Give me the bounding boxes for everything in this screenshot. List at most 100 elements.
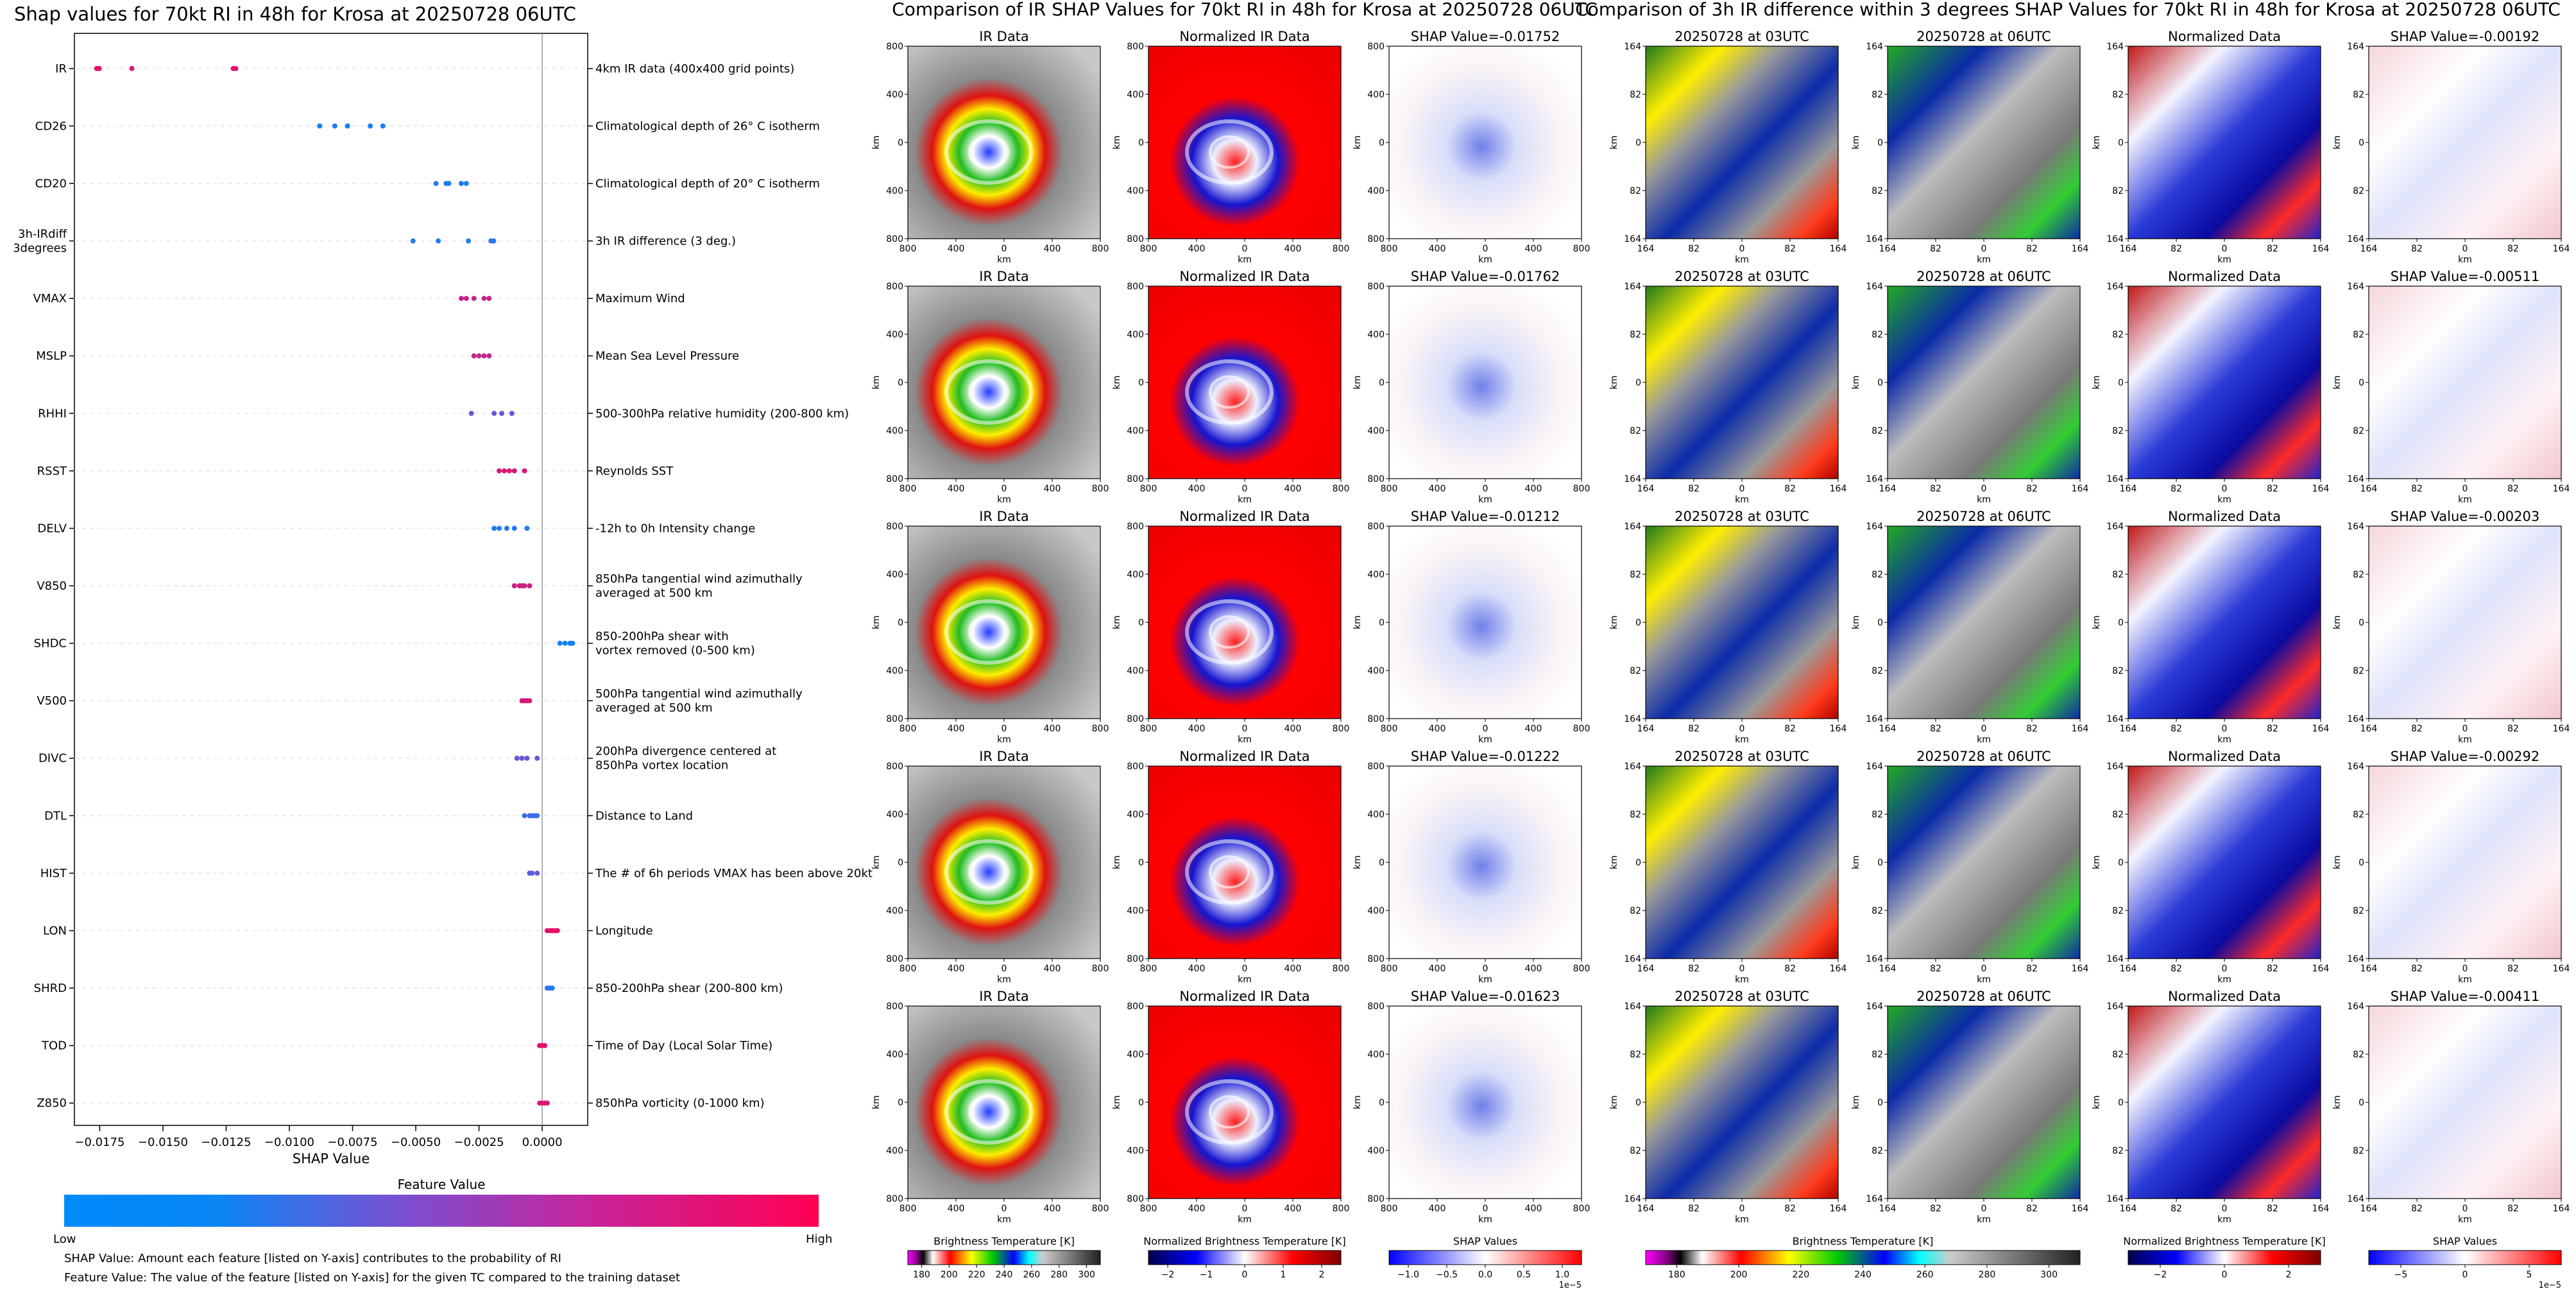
y-tick-label: 0: [1635, 618, 1641, 628]
y-tick-label: 164: [2106, 42, 2124, 52]
feature-description-label: Longitude: [595, 924, 653, 937]
y-tick-label: 800: [886, 522, 903, 532]
x-tick-label: 400: [1188, 484, 1206, 494]
x-axis-label: km: [1478, 255, 1492, 265]
feature-name-labels: IR CD26 CD20 3h-IRdiff 3degrees VMAX MSLP RHHI R…: [13, 62, 74, 1110]
y-tick-label: 0: [2358, 618, 2364, 628]
colorbar: Normalized Brightness Temperature [K] −2 0…: [2123, 1235, 2326, 1280]
colorbar-strip: [1388, 1250, 1582, 1265]
shap-point: [544, 1100, 550, 1106]
y-axis-label: km: [1851, 855, 1861, 869]
y-axis-label: km: [2332, 855, 2342, 869]
x-tick-label: 400: [1525, 1204, 1542, 1214]
x-axis-label: km: [997, 1215, 1011, 1225]
panel-title: 20250728 at 03UTC: [1675, 509, 1809, 524]
x-tick-label: 164: [2120, 724, 2137, 734]
y-tick-label: 164: [1866, 282, 1883, 292]
panel-title: SHAP Value=-0.00292: [2391, 749, 2540, 764]
y-tick-label: 0: [898, 138, 903, 148]
feature-name-label: SHRD: [34, 982, 67, 995]
x-tick-label: 400: [948, 1204, 965, 1214]
panel-title: SHAP Value=-0.00511: [2391, 269, 2540, 284]
y-tick-label: 400: [1127, 186, 1144, 196]
y-axis-label: km: [1352, 135, 1363, 149]
y-axis-label: km: [1609, 135, 1619, 149]
y-axis-label: km: [1112, 1095, 1122, 1109]
x-axis-label: km: [997, 495, 1011, 505]
colorbar-label: SHAP Values: [1453, 1235, 1517, 1247]
y-tick-label: 0: [1877, 138, 1883, 148]
colorbar: Brightness Temperature [K] 180 200 220 240 26…: [907, 1235, 1101, 1280]
panel-title: 20250728 at 03UTC: [1675, 269, 1809, 284]
x-tick-label: 800: [1140, 484, 1157, 494]
y-tick-label: 82: [2112, 330, 2124, 340]
shap-point: [332, 123, 337, 129]
x-tick-label: 164: [2553, 484, 2570, 494]
y-tick-label: 164: [1866, 42, 1883, 52]
feature-name-label: V500: [37, 694, 67, 708]
y-tick-label: 82: [1872, 666, 1883, 676]
x-tick-label: 400: [1188, 724, 1206, 734]
y-tick-label: 800: [1127, 762, 1144, 772]
feature-name-label: Z850: [37, 1097, 67, 1110]
x-tick-label: 164: [1830, 484, 1847, 494]
image-panel: SHAP Value=-0.00411164164828200828216416…: [2332, 989, 2570, 1225]
colorbar-strip: [2128, 1250, 2321, 1265]
y-tick-label: 0: [1138, 618, 1144, 628]
y-axis-label: km: [1112, 135, 1122, 149]
x-tick-label: 800: [900, 1204, 917, 1214]
y-tick-label: 800: [1127, 1194, 1144, 1204]
shap-point: [410, 238, 416, 244]
y-tick-label: 164: [2347, 234, 2364, 244]
y-tick-label: 164: [1624, 42, 1641, 52]
colorbar-label: Brightness Temperature [K]: [1793, 1235, 1934, 1247]
colorbar-tick-label: 200: [1730, 1270, 1748, 1280]
y-tick-label: 82: [2112, 426, 2124, 436]
feature-name-label: DTL: [44, 809, 67, 823]
x-axis-label: km: [2458, 975, 2472, 985]
feature-description-label: The # of 6h periods VMAX has been above …: [595, 867, 873, 880]
y-axis-label: km: [2092, 375, 2102, 389]
x-tick-label: 0: [1002, 1204, 1007, 1214]
panel-image: [1888, 526, 2080, 719]
y-tick-label: 0: [1379, 378, 1385, 388]
x-axis-label: km: [1735, 735, 1749, 745]
x-tick-label: 82: [1784, 964, 1796, 974]
y-axis-label: km: [1112, 375, 1122, 389]
x-tick-label: 400: [1429, 484, 1446, 494]
y-tick-label: 82: [2112, 1050, 2124, 1060]
shap-point: [511, 583, 517, 588]
y-axis-label: km: [871, 1095, 882, 1109]
x-tick-label: −0.0150: [138, 1136, 188, 1149]
x-tick-label: 82: [2507, 244, 2519, 254]
y-tick-label: 82: [2353, 570, 2364, 580]
feature-name-label: CD26: [35, 119, 67, 133]
panel-title: IR Data: [979, 749, 1029, 764]
x-axis-label: km: [1735, 975, 1749, 985]
x-tick-label: 400: [1525, 964, 1542, 974]
colorbar-tick-label: 0: [2462, 1270, 2468, 1280]
colorbar-tick-label: 1: [1281, 1270, 1286, 1280]
colorbar-tick-label: −0.5: [1436, 1270, 1458, 1280]
x-tick-label: 0: [2462, 244, 2468, 254]
feature-description-label: 4km IR data (400x400 grid points): [595, 62, 794, 76]
y-tick-label: 164: [2347, 1194, 2364, 1204]
shap-point: [511, 525, 517, 531]
y-axis-label: km: [1851, 135, 1861, 149]
y-tick-label: 82: [2353, 1050, 2364, 1060]
y-tick-label: 82: [2112, 1146, 2124, 1156]
x-tick-label: 164: [1830, 1204, 1847, 1214]
x-tick-label: 400: [1429, 724, 1446, 734]
x-tick-label: 400: [1044, 484, 1061, 494]
y-tick-label: 164: [2347, 42, 2364, 52]
y-tick-label: 0: [2358, 378, 2364, 388]
x-tick-label: 164: [2120, 484, 2137, 494]
x-tick-label: 400: [1525, 724, 1542, 734]
storm-band: [1185, 119, 1274, 185]
x-tick-label: 0.0000: [522, 1136, 563, 1149]
x-tick-label: 82: [2507, 724, 2519, 734]
y-tick-label: 164: [1866, 522, 1883, 532]
y-tick-label: 400: [886, 426, 903, 436]
x-tick-label: 164: [1637, 964, 1655, 974]
